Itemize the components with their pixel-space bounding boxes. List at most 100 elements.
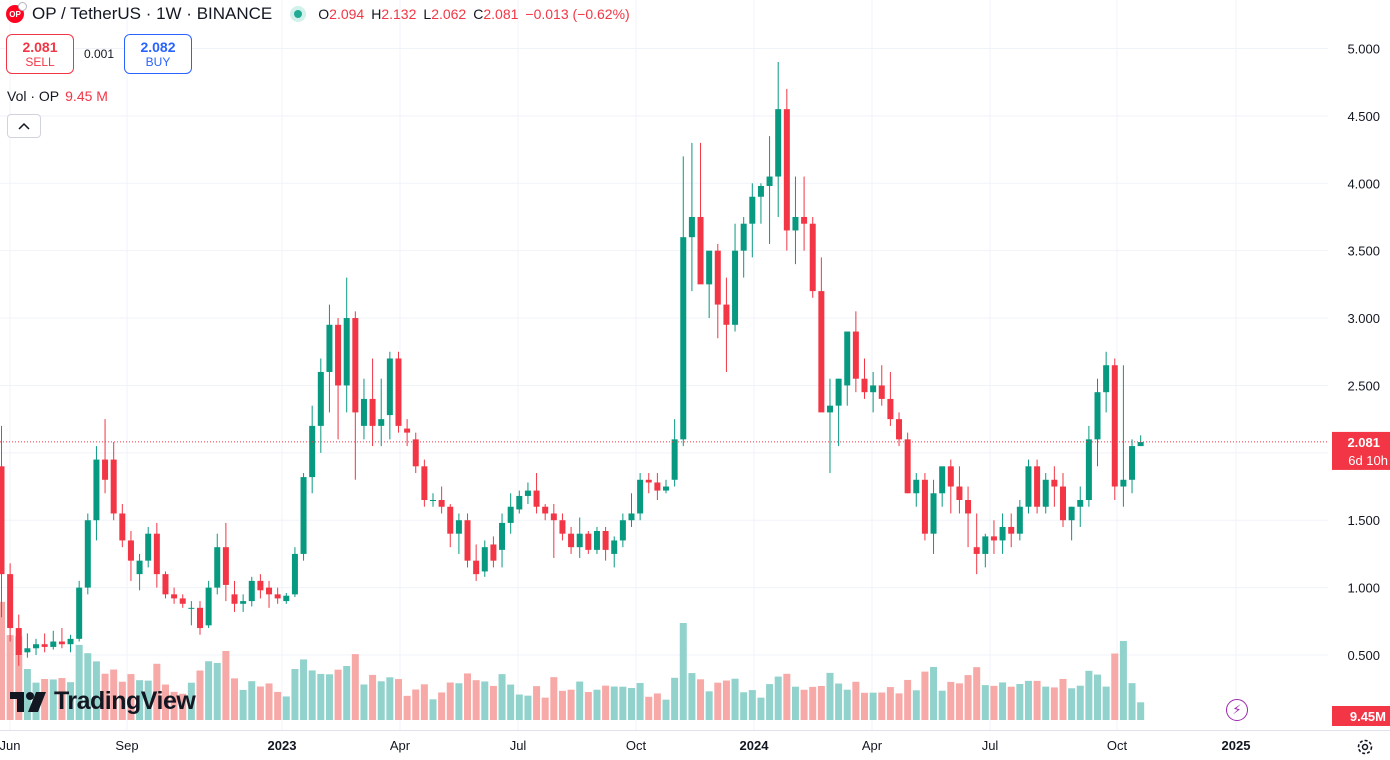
candle-body bbox=[826, 405, 833, 413]
y-tick-label: 1.500 bbox=[1347, 513, 1380, 528]
volume-legend[interactable]: Vol · OP 9.45 M bbox=[7, 88, 108, 104]
candle-body bbox=[533, 490, 540, 507]
volume-bar bbox=[1128, 683, 1136, 720]
volume-bar bbox=[1059, 678, 1067, 720]
flash-button[interactable]: ⚡ bbox=[1226, 699, 1248, 721]
candle-body bbox=[1120, 479, 1127, 487]
candle-body bbox=[896, 419, 903, 440]
volume-bar bbox=[766, 684, 774, 720]
candle-body bbox=[188, 607, 195, 609]
volume-bar bbox=[274, 691, 282, 720]
volume-bar bbox=[472, 680, 480, 720]
candle-body bbox=[930, 493, 937, 534]
volume-bar bbox=[455, 683, 463, 720]
symbol-title[interactable]: OP / TetherUS · 1W · BINANCE bbox=[32, 4, 273, 23]
volume-bar bbox=[84, 653, 92, 720]
volume-bar bbox=[515, 694, 523, 720]
volume-bar bbox=[878, 692, 886, 720]
candle-body bbox=[412, 439, 419, 467]
volume-bar bbox=[170, 691, 178, 720]
candle-body bbox=[732, 250, 739, 325]
candle-body bbox=[870, 385, 877, 393]
volume-bar bbox=[481, 681, 489, 720]
volume-bar bbox=[955, 683, 963, 720]
volume-bar bbox=[653, 693, 661, 720]
candle-body bbox=[1094, 392, 1101, 440]
candle-body bbox=[990, 536, 997, 541]
volume-bar bbox=[394, 679, 402, 720]
volume-bar bbox=[576, 681, 584, 720]
buy-button[interactable]: 2.082 BUY bbox=[124, 34, 192, 74]
volume-bar bbox=[231, 678, 239, 720]
candle-body bbox=[171, 594, 178, 599]
candle-body bbox=[110, 459, 117, 514]
volume-bar bbox=[843, 689, 851, 720]
volume-bar bbox=[67, 682, 75, 720]
volume-bar bbox=[550, 677, 558, 720]
candle-body bbox=[360, 398, 367, 426]
volume-bar bbox=[377, 681, 385, 720]
candle-body bbox=[706, 250, 713, 285]
buy-label: BUY bbox=[145, 55, 171, 69]
volume-bar bbox=[222, 651, 230, 720]
y-tick-label: 0.500 bbox=[1347, 648, 1380, 663]
collapse-legend-button[interactable] bbox=[7, 114, 41, 138]
candle-body bbox=[671, 439, 678, 480]
countdown-label: 6d 10h bbox=[1348, 453, 1388, 468]
x-tick-label: 2025 bbox=[1222, 738, 1251, 753]
x-tick-label: Oct bbox=[626, 738, 647, 753]
volume-bar bbox=[239, 689, 247, 720]
candle-body bbox=[982, 536, 989, 554]
candle-body bbox=[723, 304, 730, 325]
candle-body bbox=[818, 291, 825, 413]
volume-bar bbox=[921, 671, 929, 720]
candle-body bbox=[447, 506, 454, 534]
settings-button[interactable] bbox=[1355, 737, 1375, 757]
volume-bar bbox=[92, 661, 100, 720]
candle-body bbox=[7, 574, 14, 629]
volume-bar bbox=[308, 670, 316, 720]
candle-body bbox=[300, 477, 307, 554]
tradingview-logo[interactable]: TradingView bbox=[8, 687, 196, 716]
candle-body bbox=[84, 520, 91, 588]
volume-bar bbox=[1085, 670, 1093, 720]
candle-body bbox=[628, 513, 635, 521]
volume-bar bbox=[852, 681, 860, 720]
candle-body bbox=[67, 638, 74, 645]
candle-body bbox=[421, 466, 428, 501]
candle-body bbox=[50, 641, 57, 647]
sell-label: SELL bbox=[25, 55, 55, 69]
candle-body bbox=[809, 223, 816, 292]
candle-body bbox=[24, 648, 31, 653]
volume-bar bbox=[187, 682, 195, 720]
candle-body bbox=[947, 466, 954, 487]
volume-bar bbox=[498, 674, 506, 720]
candle-body bbox=[386, 358, 393, 416]
x-tick-label: Apr bbox=[390, 738, 411, 753]
candle-body bbox=[559, 520, 566, 534]
candle-body bbox=[602, 531, 609, 550]
candle-body bbox=[309, 425, 316, 478]
volume-bar bbox=[6, 635, 14, 720]
volume-bar bbox=[446, 682, 454, 720]
market-status-icon bbox=[290, 6, 307, 22]
candle-body bbox=[507, 506, 514, 523]
volume-bar bbox=[360, 684, 368, 720]
volume-bar bbox=[161, 684, 169, 720]
candle-body bbox=[343, 318, 350, 386]
sell-button[interactable]: 2.081 SELL bbox=[6, 34, 74, 74]
volume-bar bbox=[118, 681, 126, 720]
volume-bar bbox=[783, 673, 791, 720]
volume-bar bbox=[947, 681, 955, 720]
candle-body bbox=[749, 196, 756, 224]
x-tick-label: Jul bbox=[982, 738, 999, 753]
candle-body bbox=[58, 641, 65, 645]
volume-bar bbox=[558, 690, 566, 720]
y-tick-label: 4.000 bbox=[1347, 176, 1380, 191]
volume-bar bbox=[507, 684, 515, 720]
x-tick-label: Jun bbox=[0, 738, 20, 753]
candle-body bbox=[792, 216, 799, 231]
volume-bar bbox=[636, 683, 644, 720]
volume-bar bbox=[343, 666, 351, 720]
